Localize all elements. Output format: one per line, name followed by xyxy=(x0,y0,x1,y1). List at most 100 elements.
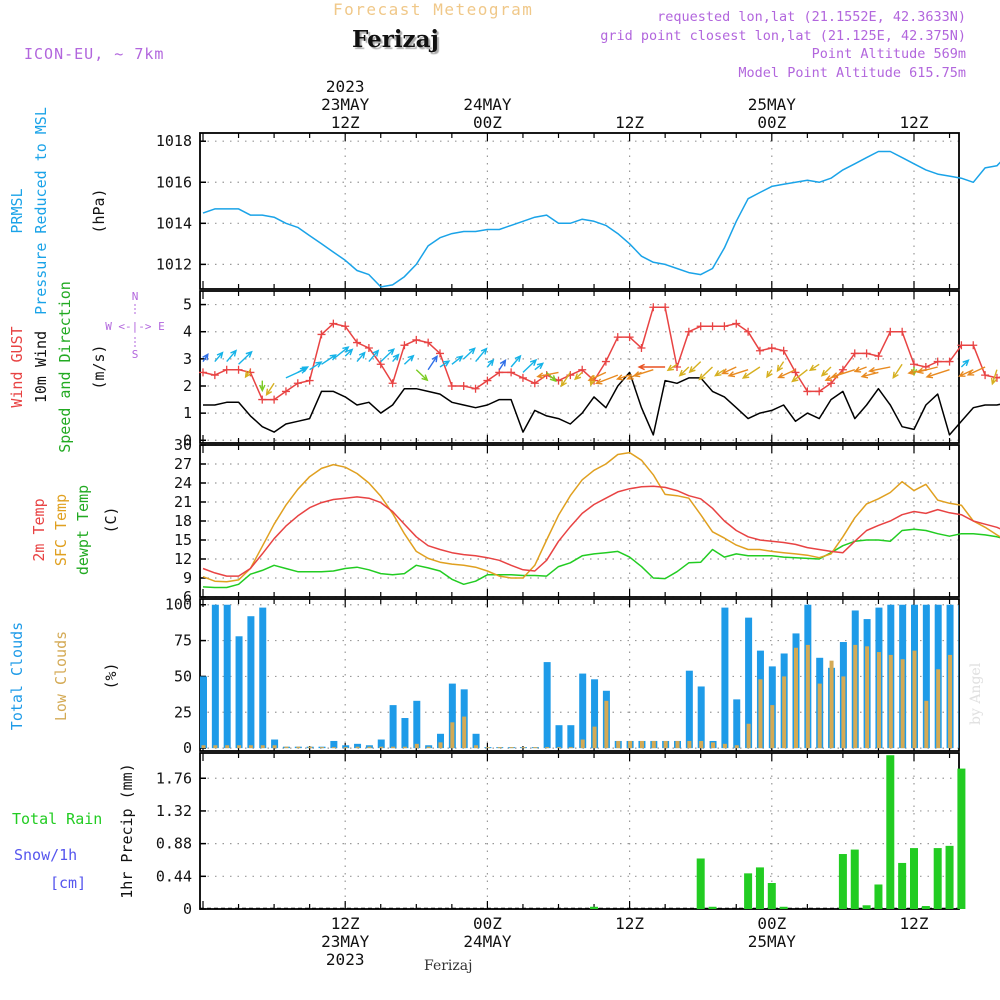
wind-direction-arrow xyxy=(392,353,400,363)
meteogram-title: Forecast Meteogram xyxy=(333,0,534,19)
location-title: Ferizaj xyxy=(352,26,439,53)
total-cloud-bar xyxy=(437,733,444,749)
wind-gust-marker xyxy=(281,387,290,396)
wind-gust-marker xyxy=(933,357,942,366)
low-cloud-bar xyxy=(722,743,727,749)
temperature-ytick-label: 12 xyxy=(174,550,192,568)
low-cloud-bar xyxy=(485,747,490,749)
gridpoint-coords: grid point closest lon,lat (21.125E, 42.… xyxy=(600,28,966,44)
wind-direction-arrow xyxy=(522,358,538,373)
compass-south: S xyxy=(132,348,139,361)
top-time-label: 12Z xyxy=(615,113,644,132)
bottom-time-label: 12Z xyxy=(615,914,644,933)
low-cloud-bar xyxy=(663,740,668,749)
rain-bar xyxy=(898,862,907,909)
temperature-ytick-label: 21 xyxy=(174,493,192,511)
clouds-ytick-label: 100 xyxy=(165,596,192,614)
wind-direction-arrow xyxy=(990,369,998,386)
top-time-label: 12Z xyxy=(331,113,360,132)
total-cloud-bar xyxy=(472,733,480,749)
wind-direction-arrow xyxy=(238,350,253,365)
low-cloud-bar xyxy=(497,747,502,749)
wind-gust-marker xyxy=(270,395,279,404)
wind-gust-marker xyxy=(293,379,302,388)
wind-gust-marker xyxy=(530,379,539,388)
low-cloud-bar xyxy=(580,739,585,749)
temperature-ytick-label: 24 xyxy=(174,474,192,492)
footer-location: Ferizaj xyxy=(424,958,473,974)
low-cloud-bar xyxy=(379,746,384,749)
low-cloud-bar xyxy=(237,745,242,749)
wind-direction-arrow xyxy=(632,369,654,378)
low-cloud-bar xyxy=(331,747,336,749)
wind-direction-arrow xyxy=(258,380,266,393)
low-cloud-bar xyxy=(201,745,206,749)
wind-ytick-label: 2 xyxy=(183,377,192,395)
wind-direction-arrow xyxy=(688,361,702,374)
model-altitude: Model Point Altitude 615.75m xyxy=(738,65,966,81)
top-time-label: 00Z xyxy=(473,113,502,132)
wind-direction-arrow xyxy=(265,382,275,397)
low-cloud-bar xyxy=(865,646,870,749)
wind-gust-marker xyxy=(566,371,575,380)
low-cloud-bar xyxy=(509,747,514,749)
wind-direction-arrow xyxy=(536,371,559,379)
wind-direction-arrow xyxy=(678,366,690,377)
precip-ytick-label: 1.32 xyxy=(156,802,192,820)
precip-ylabel: 1hr Precip (mm) xyxy=(118,763,136,898)
low-cloud-bar xyxy=(355,746,360,749)
wind-direction-arrow xyxy=(777,369,796,379)
wind-direction-arrow xyxy=(344,348,354,357)
low-cloud-bar xyxy=(616,740,621,749)
wind-gust-marker xyxy=(471,384,480,393)
low-cloud-bar xyxy=(687,740,692,749)
wind-gust-marker xyxy=(459,382,468,390)
precip-label-snow: Snow/1h xyxy=(14,846,77,864)
wind-direction-arrow xyxy=(439,360,451,368)
wind-ylabel-direction: Speed and Direction xyxy=(56,281,74,453)
wind-gust-marker xyxy=(886,327,895,336)
wind-direction-arrow xyxy=(868,366,891,374)
total-cloud-bar xyxy=(733,699,741,749)
low-cloud-bar xyxy=(734,745,739,749)
temperature-ytick-label: 27 xyxy=(174,455,192,473)
wind-gust-marker xyxy=(613,333,622,342)
wind-direction-arrow xyxy=(916,366,938,374)
wind-gust-marker xyxy=(483,376,492,385)
rain-bar xyxy=(590,906,599,909)
precip-ytick-label: 0.88 xyxy=(156,835,192,853)
wind-gust-marker xyxy=(791,368,800,377)
top-time-label: 25MAY xyxy=(748,95,797,114)
wind-gust-marker xyxy=(353,338,362,347)
bottom-time-label: 00Z xyxy=(757,914,786,933)
total-cloud-bar xyxy=(994,605,1000,748)
wind-direction-arrow xyxy=(498,359,507,371)
wind-direction-arrow xyxy=(510,354,522,368)
wind-ylabel-10m: 10m Wind xyxy=(32,331,50,403)
wind-gust-marker xyxy=(199,368,207,377)
low-cloud-bar xyxy=(699,740,704,749)
wind-direction-arrow xyxy=(486,358,495,368)
bottom-time-label: 2023 xyxy=(326,950,365,969)
low-cloud-bar xyxy=(912,650,917,749)
low-cloud-bar xyxy=(675,740,680,749)
total-cloud-bar xyxy=(330,740,338,749)
low-cloud-bar xyxy=(995,676,999,748)
wind-ytick-label: 1 xyxy=(183,404,192,422)
wind-direction-arrow xyxy=(332,346,350,360)
wind-gust-marker xyxy=(234,365,243,374)
wind-gust-marker xyxy=(850,349,859,358)
wind-direction-arrow xyxy=(403,354,415,365)
wind-direction-arrow xyxy=(534,362,545,371)
low-cloud-bar xyxy=(260,745,265,749)
temp-ylabel-2m: 2m Temp xyxy=(30,498,48,561)
wind-gust-marker xyxy=(258,395,267,404)
wind-direction-arrow xyxy=(698,366,713,381)
low-cloud-bar xyxy=(545,747,550,749)
low-cloud-bar xyxy=(414,743,419,749)
top-time-label: 23MAY xyxy=(321,95,370,114)
total-cloud-bar xyxy=(259,607,267,749)
pressure-ytick-label: 1016 xyxy=(156,173,192,191)
wind-gust-marker xyxy=(447,382,456,390)
